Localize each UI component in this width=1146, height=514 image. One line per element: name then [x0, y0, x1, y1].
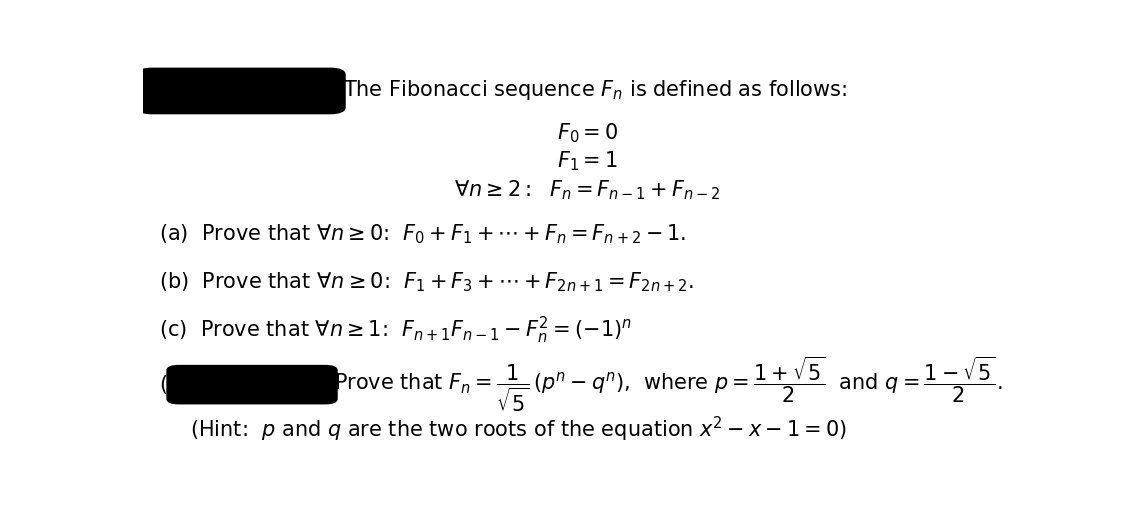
- Text: (a)  Prove that $\forall n \geq 0$:  $F_0 + F_1 + \cdots +F_n = F_{n+2} - 1$.: (a) Prove that $\forall n \geq 0$: $F_0 …: [159, 222, 686, 246]
- Text: Prove that $F_n = \dfrac{1}{\sqrt{5}}\,(p^n - q^n)$,  where $p = \dfrac{1+\sqrt{: Prove that $F_n = \dfrac{1}{\sqrt{5}}\,(…: [335, 355, 1003, 414]
- Text: (b)  Prove that $\forall n \geq 0$:  $F_1 + F_3 + \cdots +F_{2n+1} = F_{2n+2}$.: (b) Prove that $\forall n \geq 0$: $F_1 …: [159, 270, 694, 294]
- Text: $\forall n \geq 2{:}\ \ F_n = F_{n-1} + F_{n-2}$: $\forall n \geq 2{:}\ \ F_n = F_{n-1} + …: [454, 178, 721, 201]
- Text: The Fibonacci sequence $F_n$ is defined as follows:: The Fibonacci sequence $F_n$ is defined …: [343, 78, 847, 102]
- Text: (c)  Prove that $\forall n \geq 1$:  $F_{n+1}F_{n-1} - F_n^2 = (-1)^n$: (c) Prove that $\forall n \geq 1$: $F_{n…: [159, 315, 633, 346]
- Text: $F_1 = 1$: $F_1 = 1$: [557, 150, 618, 173]
- FancyBboxPatch shape: [166, 365, 338, 405]
- Text: $F_0 = 0$: $F_0 = 0$: [557, 121, 618, 145]
- Text: (Hint:  $p$ and $q$ are the two roots of the equation $x^2 - x - 1 = 0$): (Hint: $p$ and $q$ are the two roots of …: [190, 414, 847, 444]
- Text: (d): (d): [159, 375, 189, 395]
- FancyBboxPatch shape: [136, 68, 346, 114]
